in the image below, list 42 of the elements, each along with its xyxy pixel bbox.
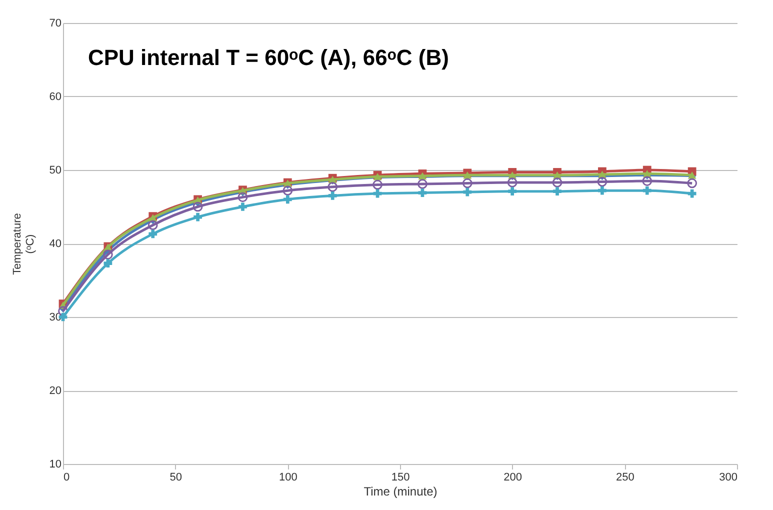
x-tick-label: 0 <box>64 472 70 484</box>
point <box>508 187 517 196</box>
point <box>507 178 518 188</box>
x-tick-label: 150 <box>391 472 410 484</box>
x-tick-label: 100 <box>278 472 298 484</box>
point <box>418 179 428 189</box>
x-tick-label: 300 <box>719 472 738 484</box>
point <box>238 202 247 211</box>
point <box>418 188 427 197</box>
point <box>462 178 472 188</box>
y-tick-label: 70 <box>49 18 62 30</box>
point <box>103 250 113 260</box>
point <box>148 220 158 230</box>
y-tick-label: 20 <box>49 385 62 397</box>
point <box>642 186 652 195</box>
y-tick-label: 10 <box>49 458 62 470</box>
x-tick-label: 200 <box>504 472 522 484</box>
point <box>283 195 292 204</box>
point <box>238 192 248 202</box>
point <box>194 212 202 222</box>
y-tick-label: 60 <box>49 91 62 103</box>
point <box>192 202 203 212</box>
point <box>597 176 608 187</box>
text: CPU internal T = 60ᵒC (A), 66ᵒC (B) <box>88 45 449 70</box>
point <box>104 259 112 268</box>
point <box>463 188 472 196</box>
point <box>282 186 293 196</box>
x-tick-label: 250 <box>616 472 634 484</box>
point <box>552 178 562 188</box>
point <box>148 230 158 238</box>
point <box>372 180 382 190</box>
x-tick-label: 50 <box>170 472 182 484</box>
y-axis-title: Temperature (ᵒC) <box>11 213 36 275</box>
y-tick-label: 40 <box>49 238 62 250</box>
point <box>598 186 606 195</box>
y-tick-label: 50 <box>49 164 62 176</box>
point <box>328 192 337 200</box>
point <box>642 176 652 186</box>
x-axis-title: Time (minute) <box>364 484 438 498</box>
point <box>328 182 338 192</box>
point <box>687 178 697 188</box>
point <box>553 187 562 196</box>
